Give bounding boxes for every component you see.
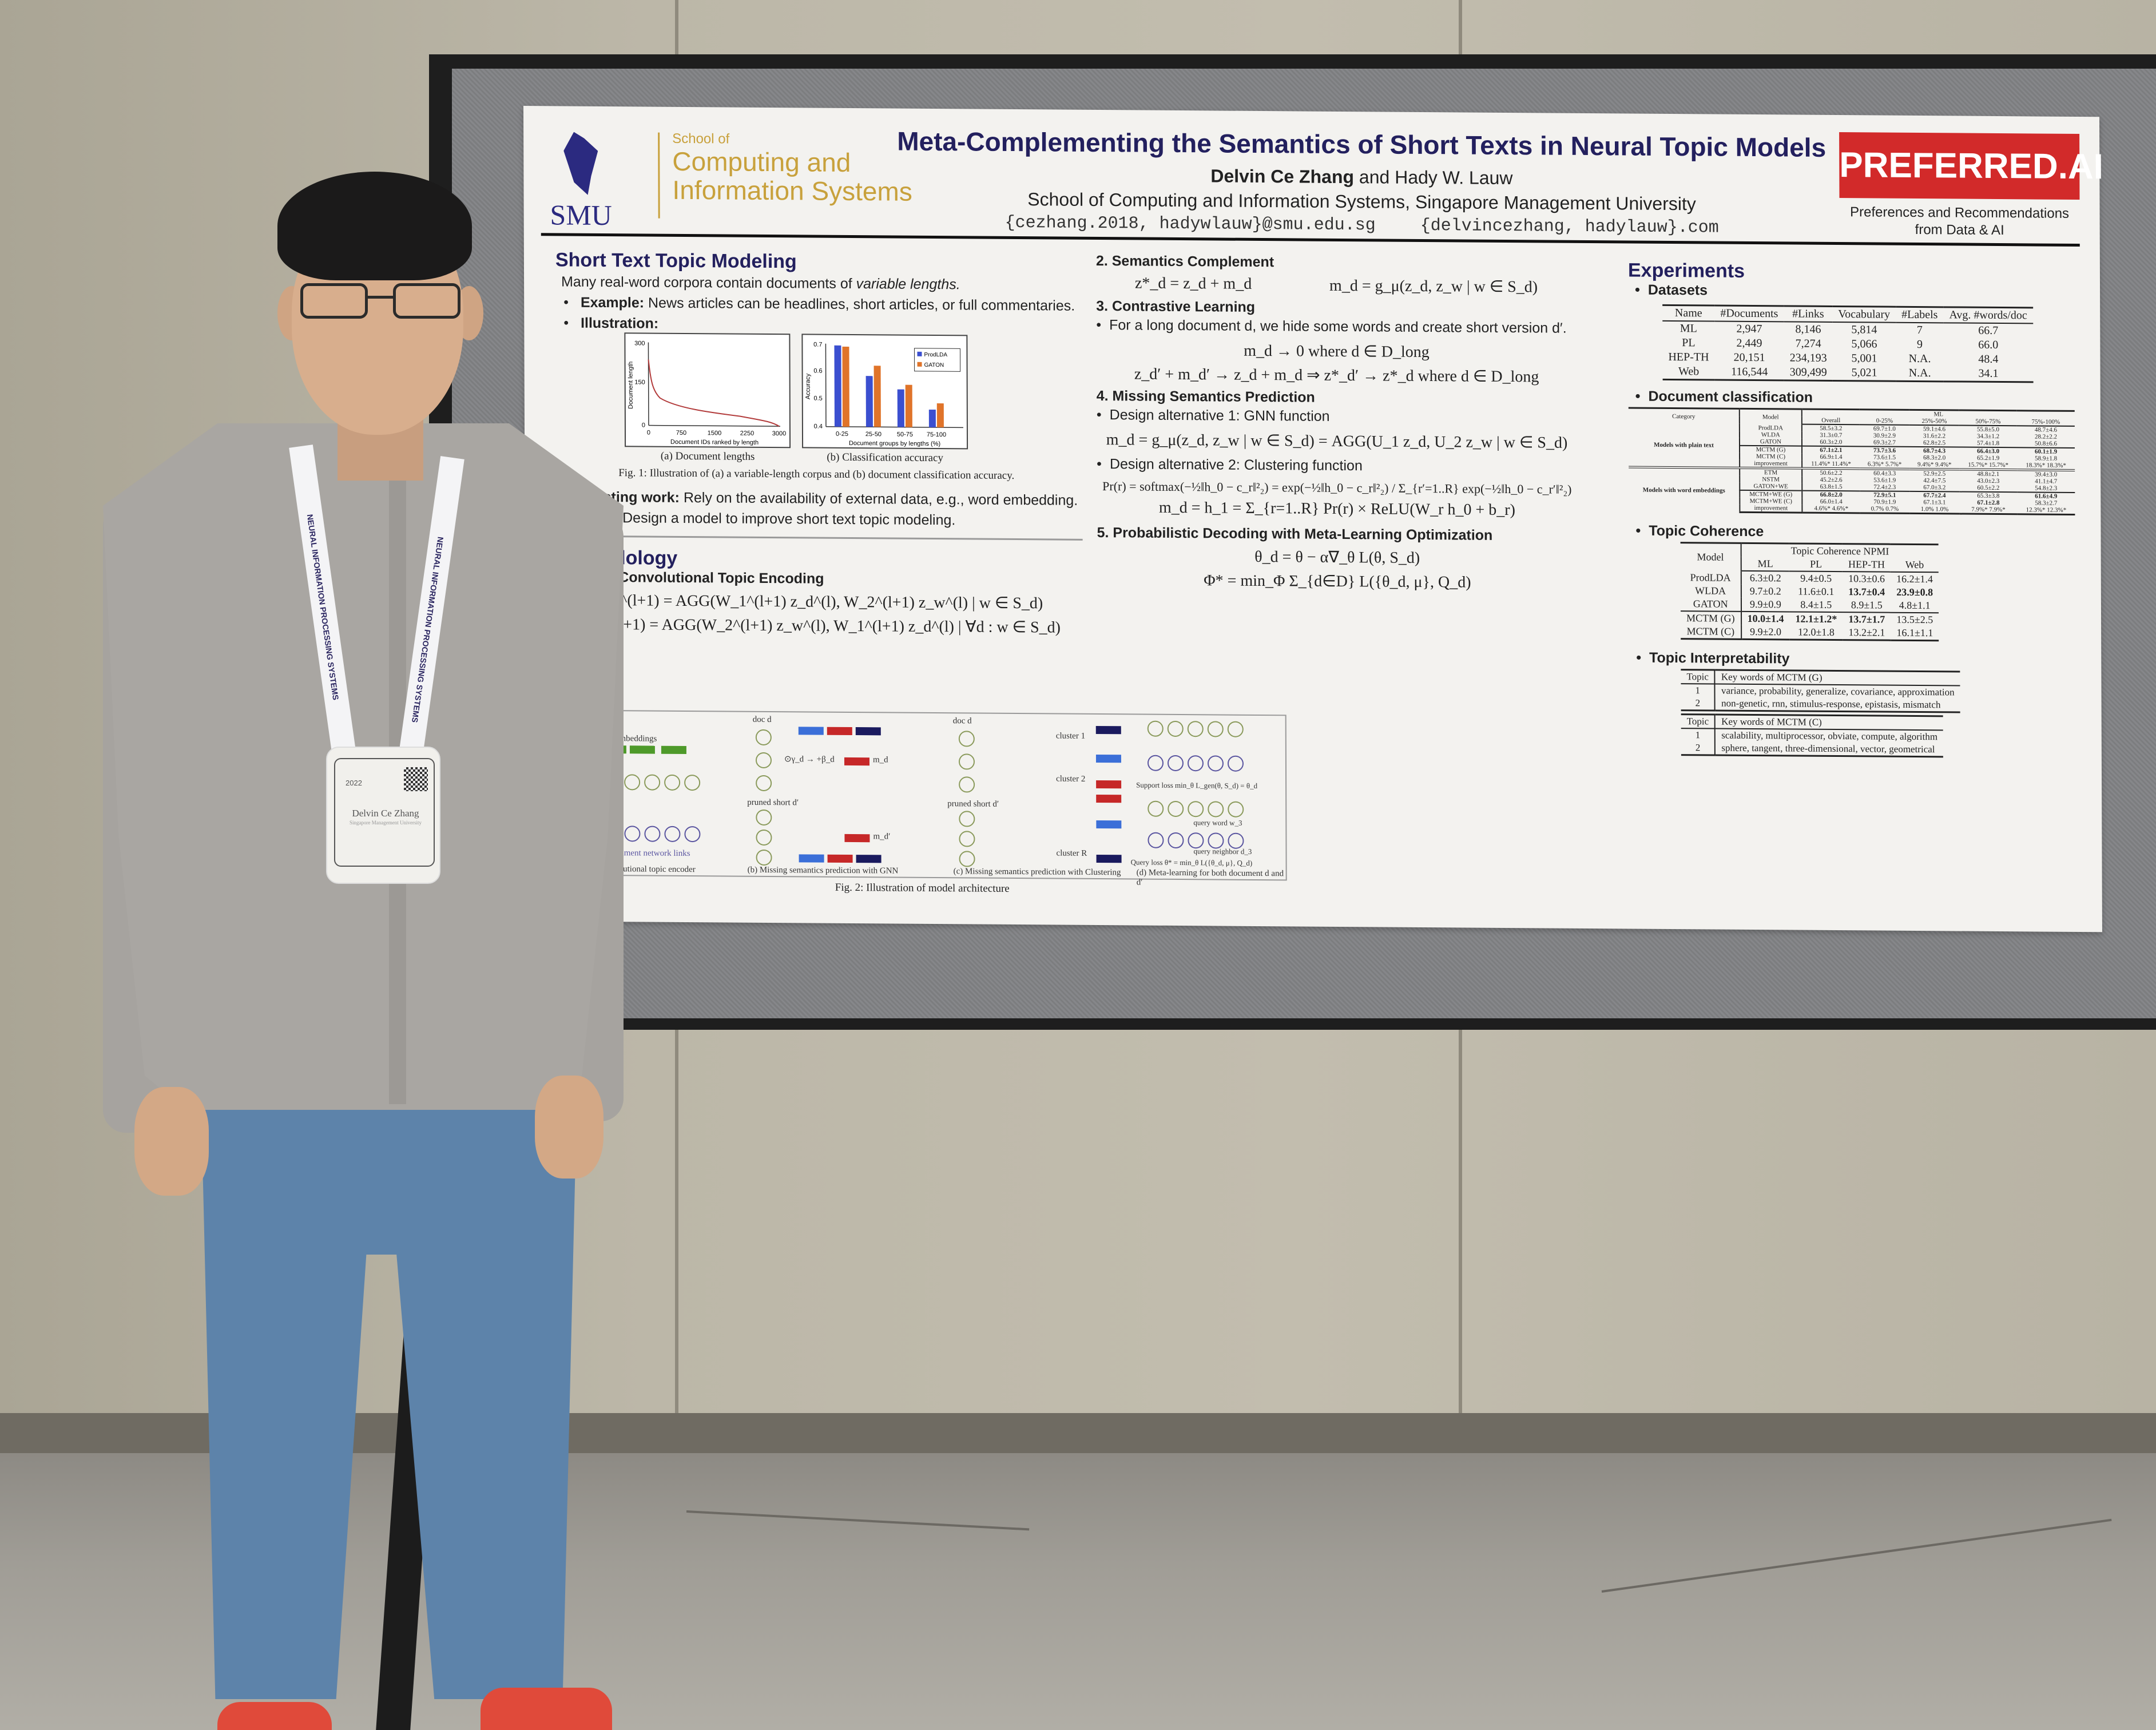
svg-text:0: 0	[647, 430, 650, 437]
datasets-table: Name #Documents #Links Vocabulary #Labels Avg…	[1662, 304, 2034, 383]
svg-text:50-75: 50-75	[897, 431, 913, 438]
document-length-chart: 300 150 0 0 750 1500 2250 3000 Document …	[624, 332, 791, 449]
table-row: 2 non-genetic, rnn, stimulus-response, ep…	[1681, 697, 1960, 713]
qr-code-icon	[404, 767, 428, 791]
svg-text:75-100: 75-100	[927, 431, 946, 438]
table-row: 2 sphere, tangent, three-dimensional, vec…	[1681, 741, 1944, 757]
classification-table: Category Model ML Overall 0-25% 25%-50% 50%-7…	[1628, 407, 2075, 515]
conference-badge: 2022 Delvin Ce Zhang Singapore Managemen…	[326, 747, 440, 884]
svg-text:150: 150	[634, 379, 645, 386]
school-logo: School of Computing and Information Syst…	[672, 130, 912, 207]
table-row: MCTM (C) 9.9±2.0 12.0±1.8 13.2±2.1 16.1±1.1	[1681, 625, 1939, 641]
fig1b-caption: (b) Classification accuracy	[827, 451, 943, 465]
person-left-hand	[134, 1087, 209, 1196]
poster-affiliation: School of Computing and Information Syst…	[1027, 189, 1696, 215]
svg-text:0.5: 0.5	[813, 395, 822, 402]
person-right-hand	[535, 1076, 603, 1179]
person-shoe	[481, 1688, 612, 1730]
wall-baseboard	[0, 1413, 2156, 1453]
existing-work: Existing work: Rely on the availability …	[565, 487, 1079, 511]
svg-text:0.6: 0.6	[813, 368, 822, 375]
table-row: ProdLDA 6.3±0.2 9.4±0.5 10.3±0.6 16.2±1.4	[1680, 570, 1939, 586]
table-row: Web 116,544 309,499 5,021 N.A. 34.1	[1662, 364, 2034, 382]
experiments-section: Experiments Datasets Name#Documents#Link…	[1628, 259, 2082, 759]
svg-text:Accuracy: Accuracy	[805, 373, 812, 399]
badge-name: Delvin Ce Zhang	[352, 808, 419, 819]
svg-text:0.4: 0.4	[814, 423, 823, 430]
topic-coherence-table: Model Topic Coherence NPMI ML PL HEP-TH Web …	[1680, 542, 1939, 641]
table-row: 1 variance, probability, generalize, cova…	[1681, 684, 1960, 699]
svg-text:0: 0	[642, 422, 645, 428]
topic-interpretability-table-c: Topic Key words of MCTM (C) 1 scalability,…	[1681, 713, 1944, 757]
svg-text:300: 300	[634, 340, 645, 347]
table-row: MCTM (G) 10.0±1.4 12.1±1.2* 13.7±1.7 13.5±2.…	[1681, 611, 1939, 627]
svg-text:Document IDs ranked by length: Document IDs ranked by length	[670, 439, 759, 446]
methodology-col2: 2. Semantics Complement z*_d = z_d + m_d…	[1096, 253, 1578, 597]
table-row: GATON 9.9±0.9 8.4±1.5 8.9±1.5 4.8±1.1	[1680, 597, 1939, 613]
poster-authors: Delvin Ce Zhang and Hady W. Lauw	[1210, 165, 1513, 189]
table-row: WLDA 9.7±0.2 11.6±0.1 13.7±0.4 23.9±0.8	[1680, 584, 1939, 599]
svg-text:Document length: Document length	[628, 362, 634, 409]
badge-year: 2022	[346, 779, 362, 787]
svg-text:750: 750	[676, 430, 686, 437]
svg-text:3000: 3000	[772, 430, 787, 437]
fig1a-caption: (a) Document lengths	[660, 450, 755, 463]
svg-text:2250: 2250	[740, 430, 755, 437]
poster-title: Meta-Complementing the Semantics of Shor…	[897, 126, 1827, 162]
gcn-equation-word: z_w^(l+1) = AGG(W_2^(l+1) z_w^(l), W_1^(…	[579, 615, 1061, 637]
smu-lion-crest-icon	[563, 132, 598, 195]
methodology-section: Methodology 1. Graph Convolutional Topic…	[557, 546, 1083, 641]
svg-text:1500: 1500	[708, 430, 722, 437]
svg-text:Document groups by lengths (%): Document groups by lengths (%)	[849, 440, 940, 447]
gcn-equation-doc: z_d^(l+1) = AGG(W_1^(l+1) z_d^(l), W_2^(…	[596, 591, 1043, 613]
section-divider	[556, 535, 1083, 541]
svg-text:25-50: 25-50	[865, 431, 882, 438]
svg-text:0.7: 0.7	[813, 342, 822, 348]
person-hair	[277, 172, 472, 280]
topic-interpretability-table-g: Topic Key words of MCTM (G) 1 variance, pr…	[1681, 669, 1960, 713]
badge-organization: Singapore Management University	[350, 820, 422, 826]
intro-bullets-bottom: Existing work: Rely on the availability …	[565, 487, 1079, 531]
svg-text:0-25: 0-25	[836, 431, 848, 438]
eyeglasses-icon	[300, 283, 460, 323]
table-row: 1 scalability, multiprocessor, obviate, c…	[1681, 728, 1943, 743]
logo-divider	[658, 132, 660, 219]
intro-section: Short Text Topic Modeling Many real-word…	[555, 249, 1082, 336]
concrete-floor	[0, 1453, 2156, 1730]
preferred-ai-logo: PREFERRED.AI	[1839, 132, 2103, 200]
preferred-ai-tagline: Preferences and Recommendations from Dat…	[1850, 204, 2070, 239]
poster-emails: {cezhang.2018, hadywlauw}@smu.edu.sg {de…	[1004, 213, 1719, 238]
svg-text:GATON: GATON	[924, 362, 944, 368]
smu-logo: SMU	[546, 132, 616, 232]
document-length-line: 300 150 0 0 750 1500 2250 3000 Document …	[628, 340, 787, 446]
fig1-caption: Fig. 1: Illustration of (a) a variable-l…	[618, 467, 1015, 482]
person-shoe	[217, 1702, 332, 1730]
svg-text:ProdLDA: ProdLDA	[924, 352, 947, 358]
poster-title-block: Meta-Complementing the Semantics of Shor…	[878, 125, 1845, 239]
academic-poster: SMU School of Computing and Information …	[523, 106, 2103, 933]
model-architecture-figure: Pretrained word embeddings words documen…	[557, 709, 1287, 887]
classification-accuracy-chart: 0.7 0.6 0.5 0.4 0-25 25-50 50-75 75-100 …	[801, 334, 968, 450]
goal: Goal: Design a model to improve short te…	[565, 507, 1079, 531]
classification-accuracy-bars: 0.7 0.6 0.5 0.4 0-25 25-50 50-75 75-100 …	[805, 342, 963, 447]
